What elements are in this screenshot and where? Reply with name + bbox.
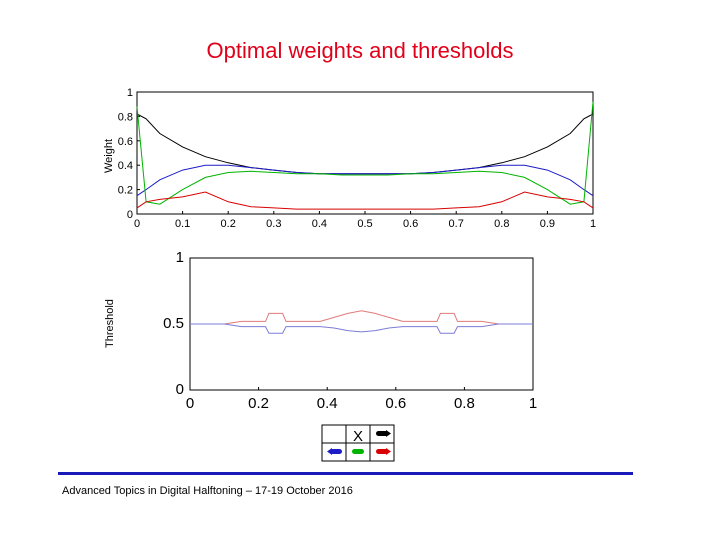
kernel-center-x: X bbox=[353, 428, 363, 445]
weight-x-tick: 0.4 bbox=[312, 218, 327, 230]
weight-x-tick: 0.3 bbox=[266, 218, 281, 230]
threshold-y-tick: 1 bbox=[176, 249, 184, 266]
arrow-red bbox=[376, 448, 391, 455]
weight-x-tick: 1 bbox=[590, 218, 596, 230]
threshold-plot-frame bbox=[189, 257, 534, 391]
footer-text: Advanced Topics in Digital Halftoning – … bbox=[62, 485, 353, 497]
threshold-ticks: 0 0.2 0.4 0.6 0.8 1 0 0.5 1 bbox=[163, 249, 537, 412]
footer-divider bbox=[58, 472, 633, 475]
weight-series-green bbox=[136, 101, 594, 205]
threshold-x-tick: 0.2 bbox=[248, 395, 269, 412]
weight-series bbox=[136, 101, 594, 210]
weight-x-tick: 0.9 bbox=[540, 218, 555, 230]
weight-y-tick: 0.4 bbox=[118, 160, 133, 172]
arrow-blue bbox=[327, 448, 342, 455]
weight-y-tick: 1 bbox=[127, 87, 133, 99]
threshold-x-tick: 0 bbox=[186, 395, 194, 412]
weight-y-tick: 0 bbox=[127, 209, 133, 221]
threshold-series-blue bbox=[190, 323, 533, 334]
weight-x-tick: 0.5 bbox=[357, 218, 372, 230]
weight-x-tick: 0.8 bbox=[494, 218, 509, 230]
threshold-x-tick: 0.6 bbox=[385, 395, 406, 412]
kernel-diagram: X bbox=[321, 424, 395, 462]
weight-ticks: 0 0.1 0.2 0.3 0.4 0.5 0.6 0.7 0.8 0.9 1 0 0.2 0.4 0.6 0… bbox=[118, 87, 596, 230]
weight-x-tick: 0.7 bbox=[449, 218, 464, 230]
threshold-x-tick: 0.8 bbox=[454, 395, 475, 412]
weight-y-tick: 0.8 bbox=[118, 111, 133, 123]
threshold-series bbox=[190, 310, 533, 334]
weight-x-tick: 0.1 bbox=[175, 218, 190, 230]
threshold-x-tick: 0.4 bbox=[317, 395, 338, 412]
weight-x-tick: 0 bbox=[134, 218, 140, 230]
weights-thresholds-figure: Weight 0 0.1 0.2 0.3 0.4 0.5 0.6 0.7 0.8 0.9 1 0 0.2… bbox=[103, 87, 596, 462]
weight-series-blue bbox=[136, 164, 594, 197]
page-title: Optimal weights and thresholds bbox=[206, 38, 514, 63]
arrow-green bbox=[352, 449, 364, 454]
threshold-series-red bbox=[190, 310, 533, 325]
weight-series-red bbox=[136, 191, 594, 210]
weight-y-tick: 0.2 bbox=[118, 185, 133, 197]
weight-y-tick: 0.6 bbox=[118, 136, 133, 148]
arrow-black bbox=[376, 430, 391, 437]
threshold-y-tick: 0.5 bbox=[163, 315, 184, 332]
weight-x-tick: 0.6 bbox=[403, 218, 418, 230]
threshold-y-tick: 0 bbox=[176, 381, 184, 398]
threshold-axis-label: Threshold bbox=[104, 299, 116, 348]
weight-x-tick: 0.2 bbox=[221, 218, 236, 230]
threshold-x-tick: 1 bbox=[529, 395, 537, 412]
weight-plot-frame bbox=[136, 91, 594, 215]
weight-axis-label: Weight bbox=[103, 139, 115, 173]
